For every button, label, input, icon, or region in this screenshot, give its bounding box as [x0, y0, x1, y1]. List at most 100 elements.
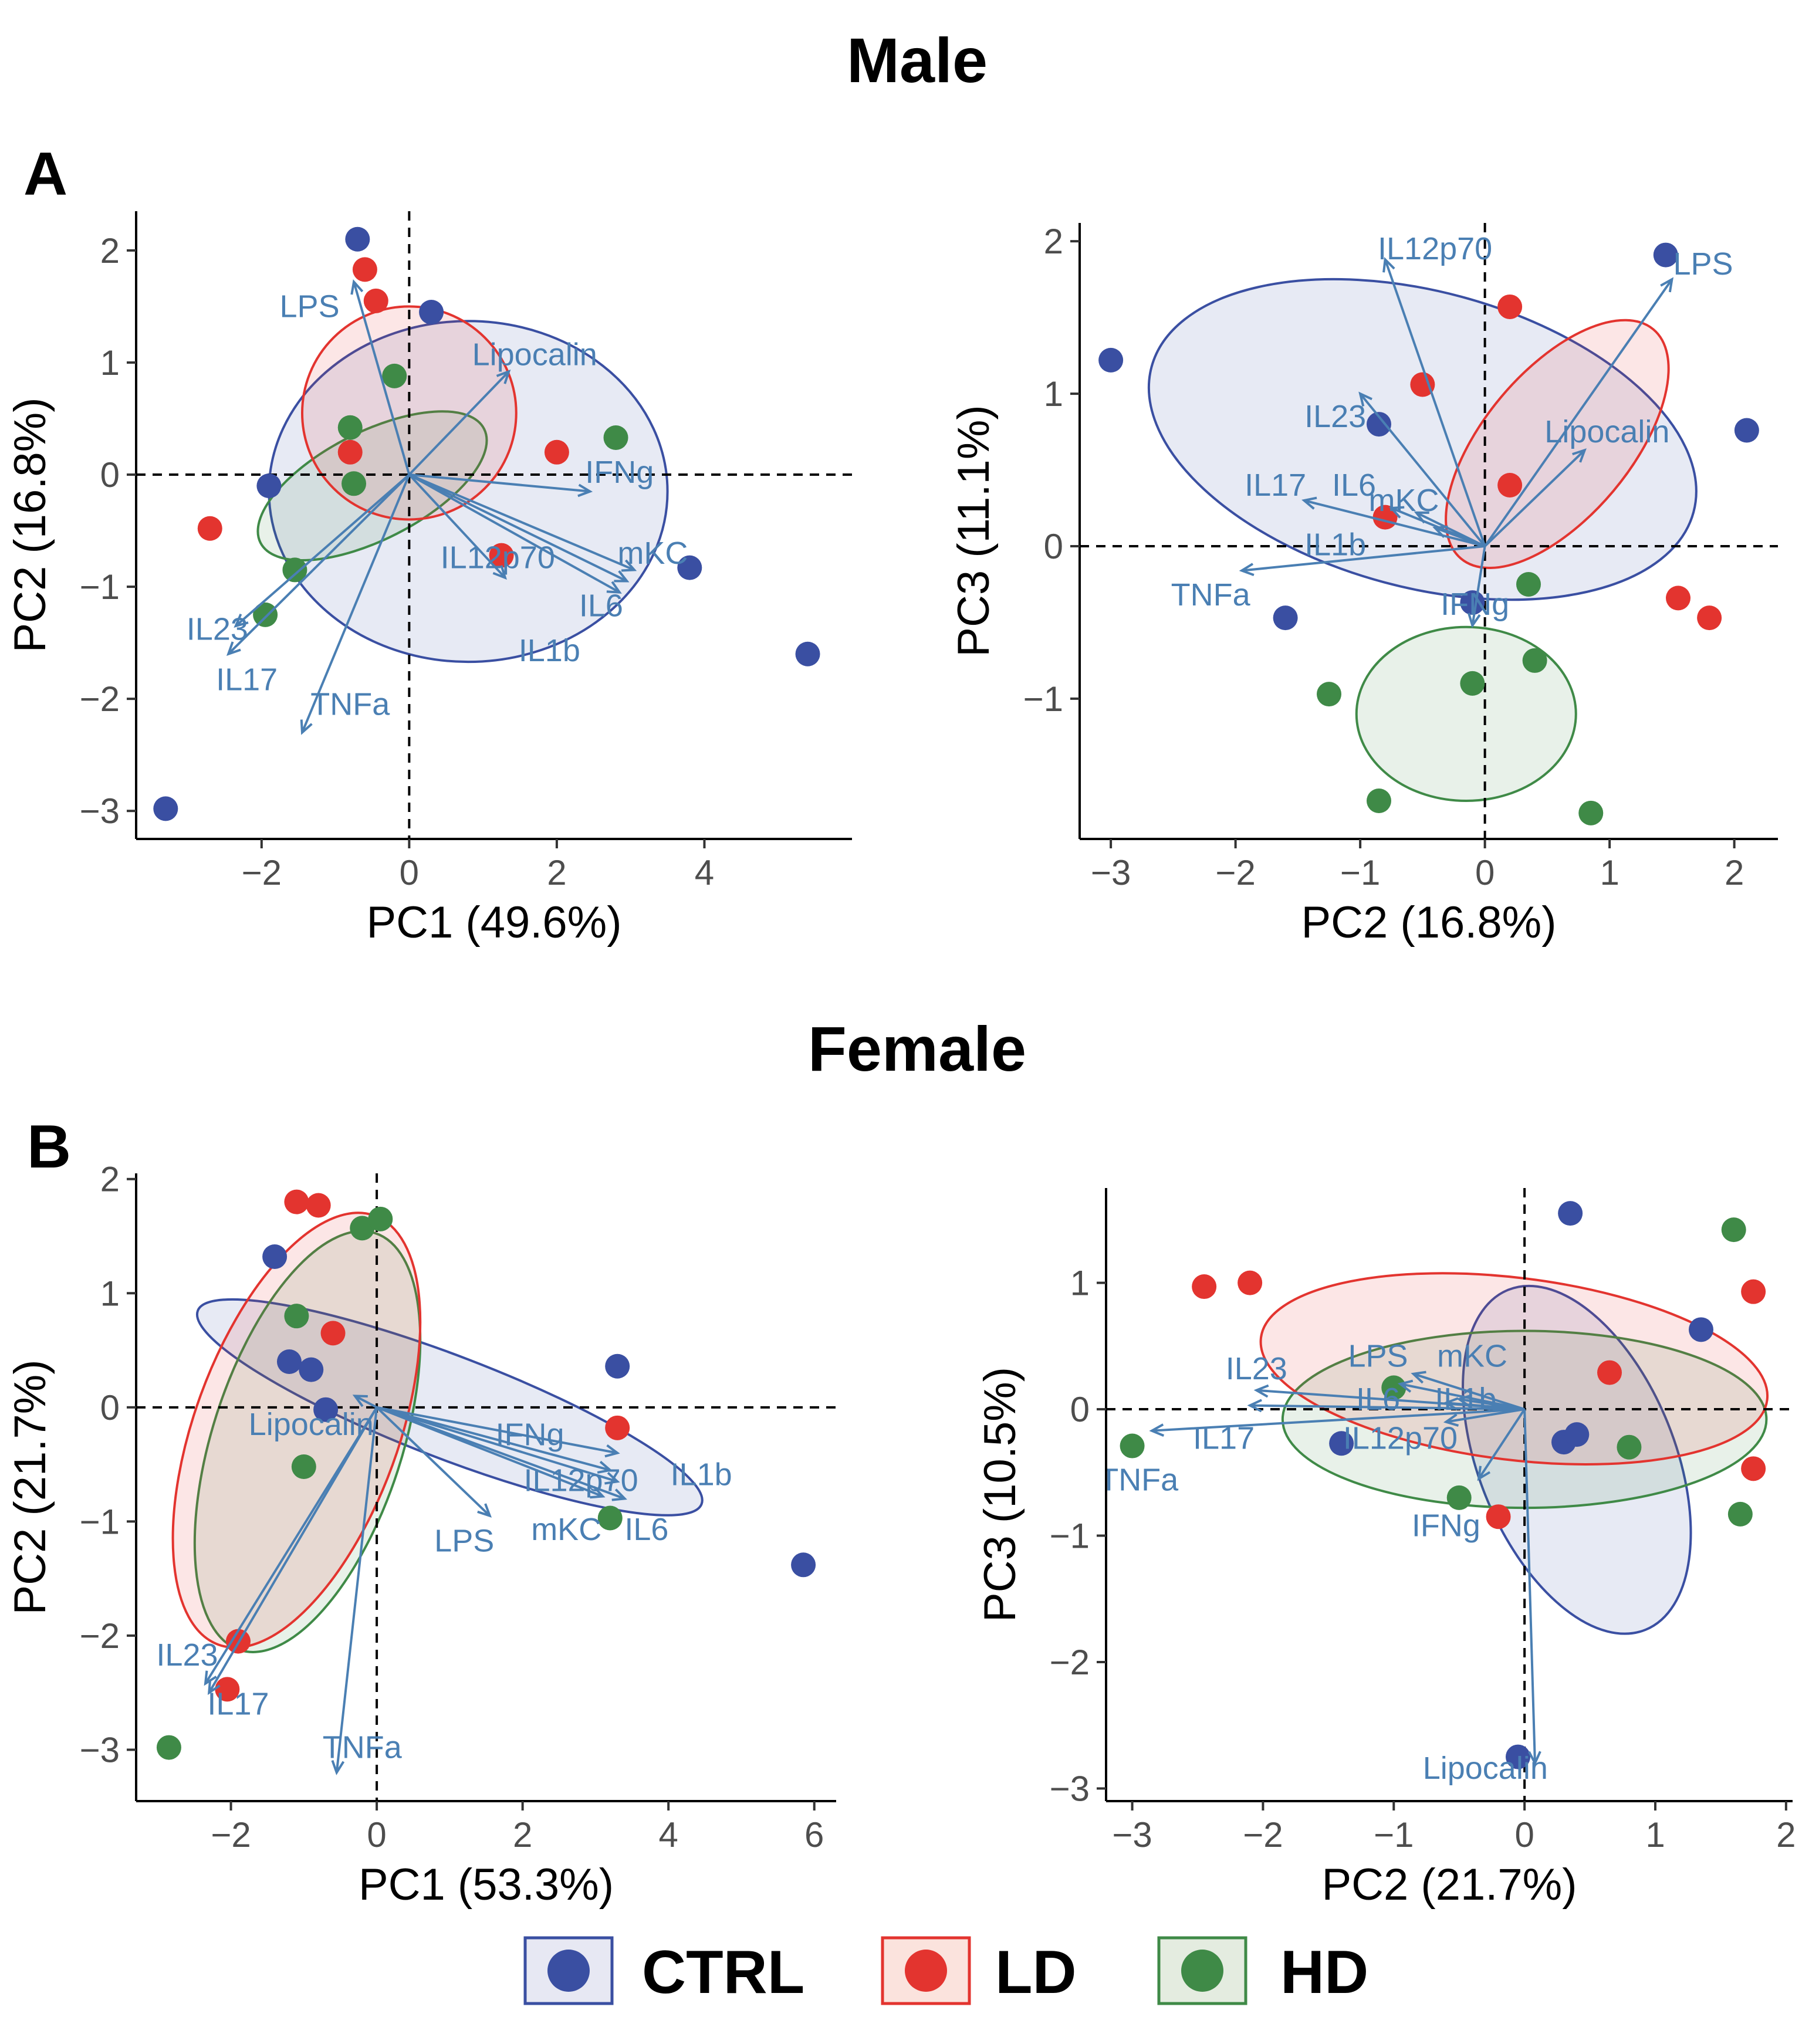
arrow-shaft — [376, 1406, 618, 1483]
data-point-hd[interactable] — [282, 557, 307, 583]
data-point-ld[interactable] — [1597, 1360, 1622, 1385]
data-point-hd[interactable] — [1460, 671, 1485, 696]
arrow-shaft — [376, 1406, 618, 1454]
data-point-hd[interactable] — [284, 1304, 309, 1329]
data-point-ctrl[interactable] — [795, 641, 820, 666]
data-point-ctrl[interactable] — [1367, 412, 1391, 437]
x-tick-label: −2 — [211, 1815, 251, 1855]
data-point-hd[interactable] — [1617, 1434, 1642, 1460]
data-point-ld[interactable] — [1666, 586, 1690, 611]
data-point-ctrl[interactable] — [605, 1353, 630, 1379]
legend-item-hd[interactable]: HD — [1157, 1936, 1368, 2006]
data-point-ld[interactable] — [544, 439, 569, 465]
loading-arrow-tnfa — [1239, 545, 1485, 576]
data-point-ctrl[interactable] — [256, 473, 282, 499]
loading-label-ifng: IFNg — [585, 455, 654, 490]
arrow-shaft — [408, 473, 635, 571]
data-point-ctrl[interactable] — [1653, 242, 1678, 268]
data-point-ld[interactable] — [1741, 1456, 1766, 1481]
data-point-ctrl[interactable] — [313, 1397, 339, 1422]
loading-arrow-tnfa — [331, 1407, 378, 1775]
data-point-ctrl[interactable] — [1460, 590, 1485, 615]
data-point-ld[interactable] — [320, 1321, 346, 1346]
data-point-ld[interactable] — [1497, 473, 1523, 498]
data-point-hd[interactable] — [156, 1735, 181, 1760]
data-point-hd[interactable] — [597, 1505, 623, 1531]
data-point-ctrl[interactable] — [1734, 418, 1759, 443]
data-point-ld[interactable] — [306, 1193, 331, 1218]
loading-arrow-ifng — [1477, 1408, 1526, 1481]
arrow-head — [604, 1471, 620, 1485]
data-point-hd[interactable] — [1381, 1375, 1406, 1400]
data-point-ctrl[interactable] — [153, 796, 178, 821]
data-point-hd[interactable] — [350, 1216, 375, 1241]
data-point-hd[interactable] — [603, 425, 628, 450]
data-point-ctrl[interactable] — [262, 1244, 288, 1270]
arrow-head — [492, 565, 507, 580]
loading-label-il23: IL23 — [1304, 399, 1366, 434]
y-tick-label: 0 — [100, 1388, 120, 1427]
data-point-ld[interactable] — [352, 257, 377, 282]
data-point-ld[interactable] — [215, 1677, 240, 1702]
data-point-ld[interactable] — [363, 288, 388, 313]
data-point-ctrl[interactable] — [1506, 1744, 1530, 1769]
data-point-hd[interactable] — [1367, 789, 1391, 814]
data-point-hd[interactable] — [291, 1454, 316, 1479]
data-point-hd[interactable] — [382, 363, 407, 388]
arrow-shaft — [408, 473, 506, 579]
data-point-ctrl[interactable] — [345, 226, 370, 252]
data-point-ctrl[interactable] — [1273, 605, 1298, 631]
loading-label-il1b: IL1b — [1304, 527, 1366, 562]
legend-swatch-hd — [1181, 1950, 1223, 1992]
data-point-ld[interactable] — [1238, 1270, 1263, 1295]
data-point-hd[interactable] — [368, 1206, 393, 1231]
data-point-ld[interactable] — [1486, 1504, 1511, 1529]
data-point-ctrl[interactable] — [276, 1349, 302, 1374]
arrow-head — [1253, 1384, 1269, 1398]
data-point-ld[interactable] — [1410, 372, 1435, 397]
arrow-head — [604, 1444, 620, 1458]
arrow-head — [1358, 391, 1372, 407]
data-point-ctrl[interactable] — [791, 1552, 816, 1578]
loading-label-il1b: IL1b — [519, 633, 580, 668]
data-point-ctrl[interactable] — [299, 1357, 324, 1382]
x-axis-title: PC2 (21.7%) — [1321, 1860, 1577, 1910]
data-point-hd[interactable] — [337, 415, 363, 440]
data-point-ld[interactable] — [1741, 1279, 1766, 1304]
data-point-ld[interactable] — [489, 543, 514, 568]
x-tick-label: 4 — [695, 853, 714, 892]
data-point-hd[interactable] — [1120, 1433, 1145, 1458]
x-tick-label: −1 — [1340, 853, 1380, 892]
data-point-ctrl[interactable] — [677, 555, 702, 580]
data-point-ctrl[interactable] — [1329, 1431, 1354, 1456]
loading-arrow-lps — [376, 1406, 492, 1518]
data-point-hd[interactable] — [342, 471, 367, 496]
data-point-hd[interactable] — [1522, 648, 1547, 673]
data-point-hd[interactable] — [1516, 571, 1541, 597]
data-point-ld[interactable] — [197, 516, 222, 541]
data-point-hd[interactable] — [1317, 682, 1341, 707]
arrow-head — [1443, 1413, 1459, 1427]
legend-item-ctrl[interactable]: CTRL — [523, 1936, 804, 2006]
data-point-ld[interactable] — [337, 439, 363, 465]
data-point-ctrl[interactable] — [1689, 1317, 1713, 1342]
data-point-ctrl[interactable] — [1558, 1201, 1583, 1226]
data-point-hd[interactable] — [1721, 1217, 1746, 1243]
data-point-ld[interactable] — [1697, 605, 1722, 631]
x-axis-title: PC1 (53.3%) — [359, 1860, 614, 1910]
data-point-hd[interactable] — [1446, 1485, 1472, 1510]
x-tick-label: 6 — [804, 1815, 824, 1855]
data-point-hd[interactable] — [1727, 1501, 1753, 1527]
data-point-ctrl[interactable] — [419, 299, 444, 324]
data-point-ld[interactable] — [284, 1189, 309, 1214]
legend-item-ld[interactable]: LD — [881, 1936, 1077, 2006]
data-point-hd[interactable] — [1578, 800, 1604, 825]
data-point-ctrl[interactable] — [1564, 1422, 1590, 1447]
data-point-ld[interactable] — [1192, 1274, 1217, 1300]
data-point-ctrl[interactable] — [1098, 347, 1124, 373]
data-point-ld[interactable] — [605, 1415, 630, 1440]
data-point-ld[interactable] — [1497, 294, 1523, 319]
loading-label-mkc: mKC — [1437, 1339, 1507, 1374]
data-point-hd[interactable] — [253, 602, 278, 627]
